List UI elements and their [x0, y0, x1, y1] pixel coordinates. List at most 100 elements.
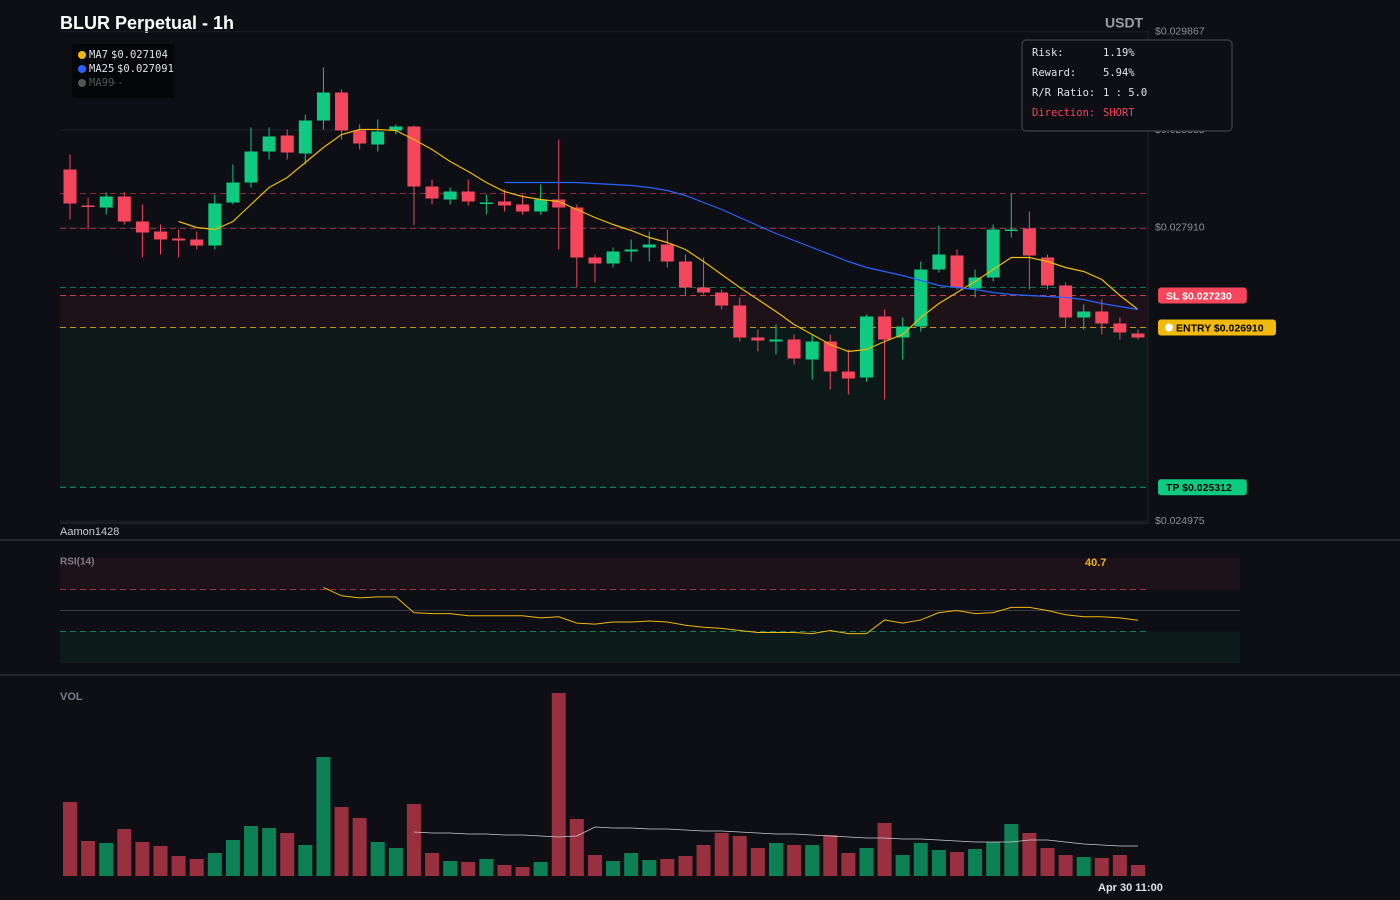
legend-dot [78, 51, 86, 59]
candle-body [443, 191, 457, 200]
legend-dot [78, 79, 86, 87]
candle-body [624, 249, 638, 252]
volume-bar [1112, 855, 1127, 876]
candle-body [190, 239, 204, 246]
trade-info-box [1021, 39, 1233, 132]
candle-body [425, 186, 439, 199]
candle-body [805, 341, 819, 360]
tp-badge [1158, 479, 1247, 496]
volume-bar [117, 829, 132, 876]
volume-bar [624, 853, 639, 876]
volume-bar [551, 693, 566, 876]
volume-bar [171, 856, 186, 876]
candle-body [914, 269, 928, 327]
candle-body [371, 131, 385, 145]
volume-bar [569, 819, 584, 876]
legend-dot [78, 65, 86, 73]
reward-zone [60, 327, 1148, 488]
x-tick-label: Apr 30 11:00 [1098, 882, 1163, 894]
candle-body [787, 339, 801, 359]
candle-body [986, 229, 1000, 278]
rr-value: 1 : 5.0 [1103, 87, 1147, 99]
candle-body [262, 136, 276, 152]
candle-body [733, 305, 747, 338]
volume-bar [678, 856, 693, 876]
candle-body [280, 135, 294, 153]
volume-bar [787, 845, 802, 876]
volume-bar [968, 849, 983, 876]
volume-bar [189, 859, 204, 876]
volume-bar [714, 833, 729, 876]
candle-body [479, 202, 493, 204]
rsi-line [323, 586, 1139, 635]
rsi-title: RSI(14) [60, 557, 94, 568]
candle-body [226, 182, 240, 203]
volume-bar [660, 859, 675, 876]
candle-body [878, 316, 892, 340]
volume-bar [642, 860, 657, 876]
candle-body [534, 199, 548, 212]
tp-label: TP $0.025312 [1166, 482, 1232, 494]
candle-body [335, 92, 349, 131]
candle-body [1113, 323, 1127, 333]
candle-body [896, 326, 910, 338]
chart-title: BLUR Perpetual - 1h [60, 13, 234, 33]
volume-bar [859, 848, 874, 876]
rsi-value: 40.7 [1085, 557, 1106, 569]
volume-bar [497, 865, 512, 876]
volume-bar [262, 828, 277, 876]
reward-label: Reward: [1032, 67, 1076, 79]
volume-ma-line [413, 826, 1138, 847]
volume-bar [406, 804, 421, 876]
candle-body [1022, 228, 1036, 256]
rr-label: R/R Ratio: [1032, 87, 1095, 99]
volume-bar [1058, 855, 1073, 876]
volume-bar [298, 845, 313, 876]
volume-bar [949, 852, 964, 876]
candle-body [968, 277, 982, 289]
y-tick-label: $0.029867 [1155, 26, 1205, 38]
candle-body [697, 287, 711, 293]
volume-bar [732, 836, 747, 876]
watermark: Aamon1428 [60, 526, 119, 538]
candle-body [497, 201, 511, 206]
legend-name: MA25 [89, 63, 114, 75]
volume-bar [931, 850, 946, 876]
volume-bar [153, 846, 168, 876]
volume-bar [370, 842, 385, 876]
volume-bar [986, 842, 1001, 876]
candle-body [1059, 285, 1073, 318]
candle-body [1040, 257, 1054, 286]
volume-bar [425, 853, 440, 876]
candle-body [642, 244, 656, 248]
risk-value: 1.19% [1103, 47, 1135, 59]
volume-bar [207, 853, 222, 876]
volume-bar [316, 757, 331, 876]
entry-badge [1158, 319, 1276, 336]
candle-body [407, 126, 421, 187]
candle-body [63, 169, 77, 204]
volume-bar [244, 826, 259, 876]
volume-bar [696, 845, 711, 876]
candle-body [353, 130, 367, 144]
candle-body [117, 196, 131, 222]
volume-bar [99, 843, 114, 876]
candle-body [606, 251, 620, 264]
y-tick-label: $0.024975 [1155, 515, 1205, 527]
entry-label: ENTRY $0.026910 [1176, 322, 1264, 334]
legend-name: MA99 [89, 77, 114, 89]
sl-badge [1158, 287, 1247, 304]
candle-body [859, 316, 873, 378]
rsi-overbought-zone [60, 558, 1240, 590]
ma-line [178, 128, 1139, 353]
volume-bar [388, 848, 403, 876]
legend-value: $0.027104 [111, 49, 168, 61]
rsi-oversold-zone [60, 631, 1240, 663]
volume-bar [1040, 848, 1055, 876]
candle-body [1077, 311, 1091, 318]
candle-body [715, 292, 729, 306]
volume-bar [823, 835, 838, 876]
volume-bar [587, 855, 602, 876]
volume-bar [443, 861, 458, 876]
